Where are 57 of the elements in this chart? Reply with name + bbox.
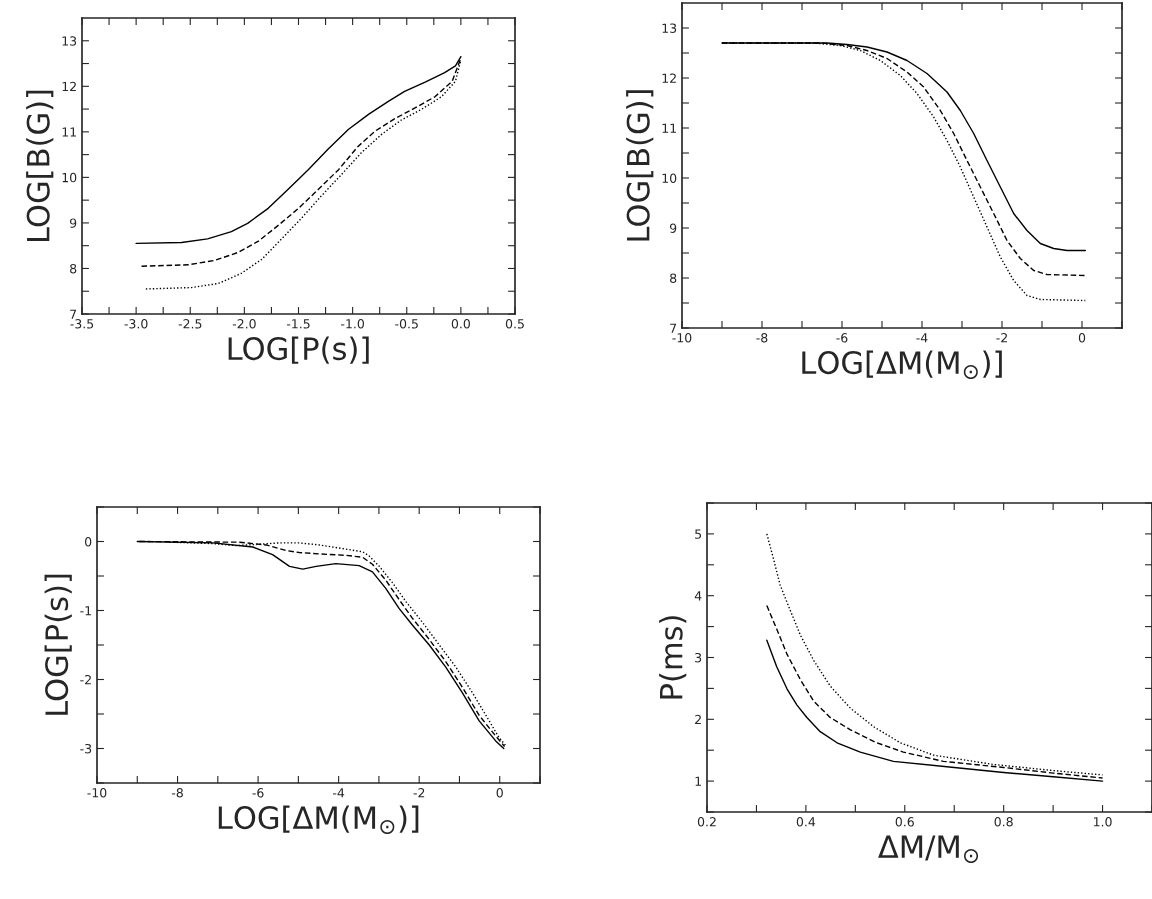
y-tick-label: 9 [669, 223, 677, 233]
x-tick-label: -1.0 [341, 319, 364, 329]
x-tick-label: -6 [836, 333, 848, 343]
x-tick-label: 0.4 [796, 817, 816, 827]
x-tick-label: 0.5 [505, 319, 524, 329]
x-tick-label: -2 [996, 333, 1007, 343]
y-tick-label: 13 [662, 23, 677, 33]
y-tick-label: 7 [70, 309, 77, 319]
y-tick-label: 11 [662, 123, 676, 133]
y-tick-label: 11 [62, 127, 76, 137]
y-axis-title: LOG[P(s)] [44, 574, 72, 715]
y-tick-label: 10 [662, 173, 677, 183]
x-tick-label: -6 [252, 788, 264, 798]
y-axis-title: LOG[B(G)] [26, 90, 54, 241]
y-tick-label: 2 [695, 714, 701, 725]
y-tick-label: -1 [80, 606, 91, 616]
y-tick-label: 1 [695, 776, 701, 786]
x-tick-label: 0 [496, 788, 503, 798]
y-tick-label: 5 [695, 529, 702, 539]
x-tick-label: -2 [413, 788, 425, 798]
y-tick-label: 13 [62, 36, 77, 46]
x-tick-label: 0.6 [895, 817, 914, 827]
y-tick-label: 10 [62, 172, 77, 183]
y-tick-label: 4 [694, 591, 702, 601]
x-tick-label: -8 [756, 333, 768, 343]
y-tick-label: -2 [80, 674, 91, 685]
y-axis-title: P(ms) [659, 616, 687, 699]
x-tick-label: -3.5 [70, 319, 94, 329]
x-axis-title: ΔM/M$_{⊙}$ [878, 835, 979, 864]
x-tick-label: -4 [916, 333, 928, 343]
x-tick-label: -2.5 [178, 319, 202, 329]
x-tick-label: -8 [171, 788, 183, 798]
x-tick-label: -10 [87, 788, 107, 798]
x-tick-label: 0.2 [697, 817, 716, 827]
x-tick-label: -4 [333, 788, 345, 798]
y-axis-title: LOG[B(G)] [626, 90, 654, 241]
x-axis-title: LOG[ΔM(M$_{⊙}$)] [218, 805, 419, 835]
x-tick-label: -1.5 [286, 319, 310, 329]
y-tick-label: 9 [69, 218, 77, 228]
y-tick-label: 7 [670, 323, 677, 333]
y-tick-label: 12 [662, 73, 676, 83]
y-tick-label: -3 [80, 743, 92, 754]
y-tick-label: 8 [70, 263, 77, 274]
x-tick-label: 0.0 [451, 319, 470, 329]
x-tick-label: 1.0 [1093, 817, 1112, 827]
x-tick-label: -2.0 [232, 319, 256, 329]
x-tick-label: -0.5 [395, 319, 418, 329]
x-tick-label: 0 [1078, 333, 1086, 343]
y-tick-label: 3 [695, 652, 702, 663]
x-tick-label: -10 [672, 333, 692, 343]
x-tick-label: 0.8 [994, 817, 1013, 827]
x-axis-title: LOG[ΔM(M$_{⊙}$)] [802, 350, 1002, 380]
x-tick-label: -3.0 [124, 319, 148, 329]
y-tick-label: 0 [85, 536, 92, 547]
y-tick-label: 12 [62, 81, 76, 92]
x-axis-title: LOG[P(s)] [228, 336, 369, 364]
y-tick-label: 8 [670, 273, 677, 283]
